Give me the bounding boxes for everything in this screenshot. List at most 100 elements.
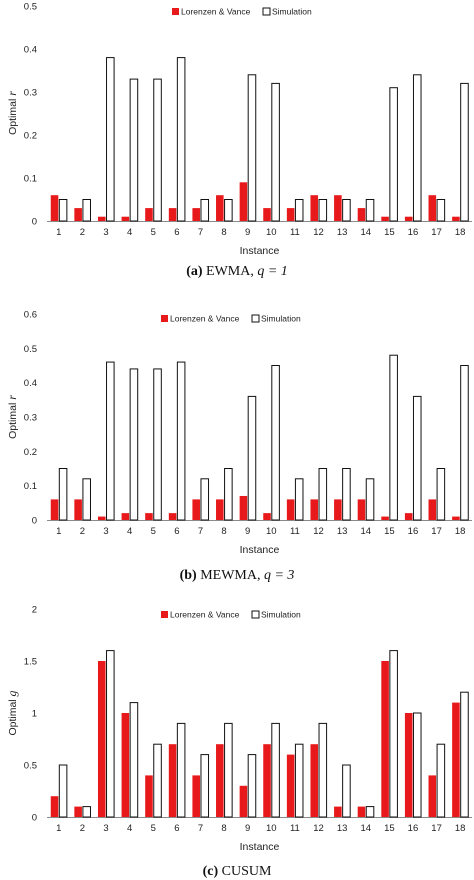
x-tick-label: 17: [431, 823, 442, 834]
x-tick-label: 9: [245, 227, 250, 238]
bar-lorenzen-vance-4: [121, 216, 130, 221]
bar-simulation-18: [460, 82, 469, 222]
y-tick-label: 0.1: [24, 481, 37, 492]
x-tick-label: 3: [103, 823, 108, 834]
bar-lorenzen-vance-13: [334, 806, 342, 817]
y-tick-label: 0.4: [24, 45, 37, 56]
y-tick-label: 0.4: [24, 378, 37, 389]
x-tick-label: 13: [337, 526, 348, 537]
bar-lorenzen-vance-13: [334, 499, 342, 520]
bar-simulation-5: [153, 743, 162, 818]
x-tick-label: 15: [384, 526, 395, 537]
bar-simulation-5: [153, 368, 162, 521]
x-tick-label: 16: [408, 823, 419, 834]
bar-lorenzen-vance-7: [192, 499, 200, 520]
bar-simulation-4: [129, 368, 139, 521]
bar-simulation-14: [365, 478, 375, 521]
y-axis-label: Optimal r: [5, 91, 19, 135]
bar-lorenzen-vance-12: [310, 195, 319, 221]
y-tick-label: 1.5: [24, 657, 37, 668]
bar-lorenzen-vance-8: [216, 195, 224, 221]
x-tick-label: 9: [245, 526, 250, 537]
x-tick-label: 6: [174, 526, 179, 537]
bar-lorenzen-vance-3: [97, 216, 106, 221]
bar-simulation-17: [436, 199, 446, 222]
bar-lorenzen-vance-16: [404, 216, 413, 221]
legend-swatch-simulation: [262, 7, 271, 16]
x-tick-label: 14: [360, 227, 371, 238]
x-tick-label: 2: [80, 227, 85, 238]
bar-simulation-11: [294, 743, 304, 818]
bar-simulation-6: [176, 361, 186, 521]
x-tick-label: 13: [337, 823, 348, 834]
bar-simulation-7: [200, 478, 210, 521]
x-tick-label: 14: [360, 526, 371, 537]
bar-lorenzen-vance-17: [428, 195, 437, 221]
chart-panel-3: 00.511.521 2 3 4 5 6 7 8 9 10 11 12 13 14 15 16 17 18Lore…: [5, 605, 472, 879]
legend-label-lorenzen-vance: Lorenzen & Vance: [170, 314, 240, 324]
x-tick-label: 3: [103, 526, 108, 537]
x-tick-label: 6: [174, 823, 179, 834]
x-tick-label: 13: [337, 227, 348, 238]
y-tick-label: 0.3: [24, 413, 37, 424]
bar-simulation-6: [176, 57, 186, 222]
x-tick-label: 11: [290, 227, 300, 238]
bar-simulation-9: [247, 754, 257, 818]
bar-lorenzen-vance-14: [357, 499, 366, 520]
x-tick-label: 7: [198, 823, 203, 834]
bar-simulation-2: [82, 806, 91, 818]
legend-label-lorenzen-vance: Lorenzen & Vance: [181, 7, 251, 17]
bar-lorenzen-vance-14: [357, 208, 366, 221]
bar-lorenzen-vance-18: [452, 216, 460, 221]
bar-lorenzen-vance-6: [168, 208, 177, 221]
y-tick-label: 0.1: [24, 174, 37, 185]
bar-lorenzen-vance-2: [74, 806, 82, 817]
bar-lorenzen-vance-5: [145, 513, 153, 520]
bar-simulation-16: [412, 712, 422, 818]
x-tick-label: 18: [455, 526, 466, 537]
bar-simulation-18: [460, 691, 469, 818]
bar-simulation-10: [271, 722, 280, 818]
bar-simulation-2: [82, 478, 91, 521]
y-tick-label: 1: [32, 709, 37, 720]
bar-lorenzen-vance-8: [216, 499, 224, 520]
x-tick-label: 17: [431, 526, 442, 537]
chart-caption: (a) EWMA, q = 1: [186, 264, 288, 279]
bar-simulation-1: [58, 468, 68, 521]
bar-lorenzen-vance-17: [428, 775, 437, 817]
x-tick-label: 4: [127, 227, 132, 238]
x-tick-label: 10: [266, 227, 277, 238]
bar-simulation-14: [365, 806, 375, 818]
x-tick-label: 4: [127, 823, 132, 834]
x-tick-label: 1: [56, 526, 61, 537]
bar-simulation-4: [129, 78, 139, 222]
bar-simulation-17: [436, 743, 446, 818]
bar-lorenzen-vance-18: [452, 516, 460, 520]
bar-lorenzen-vance-15: [381, 216, 389, 221]
legend-swatch-lorenzen-vance: [161, 611, 168, 618]
legend-swatch-simulation: [251, 610, 260, 619]
bar-simulation-16: [412, 395, 422, 521]
bar-lorenzen-vance-16: [404, 713, 413, 817]
bar-simulation-1: [58, 764, 68, 818]
bar-simulation-8: [224, 199, 233, 222]
bar-simulation-13: [342, 468, 351, 521]
y-tick-label: 0: [32, 516, 37, 527]
bar-lorenzen-vance-11: [286, 499, 295, 520]
bar-simulation-15: [389, 650, 398, 818]
bar-lorenzen-vance-18: [452, 702, 460, 817]
bar-lorenzen-vance-9: [239, 785, 248, 817]
x-tick-label: 10: [266, 526, 277, 537]
x-tick-label: 15: [384, 823, 395, 834]
x-tick-label: 7: [198, 227, 203, 238]
bar-simulation-4: [129, 702, 139, 818]
x-tick-label: 18: [455, 823, 466, 834]
bar-simulation-3: [106, 57, 115, 222]
bar-simulation-11: [294, 199, 304, 222]
x-tick-label: 18: [455, 227, 466, 238]
x-tick-label: 12: [313, 823, 324, 834]
bar-lorenzen-vance-11: [286, 754, 295, 817]
bar-simulation-15: [389, 87, 398, 222]
bar-simulation-18: [460, 365, 469, 521]
